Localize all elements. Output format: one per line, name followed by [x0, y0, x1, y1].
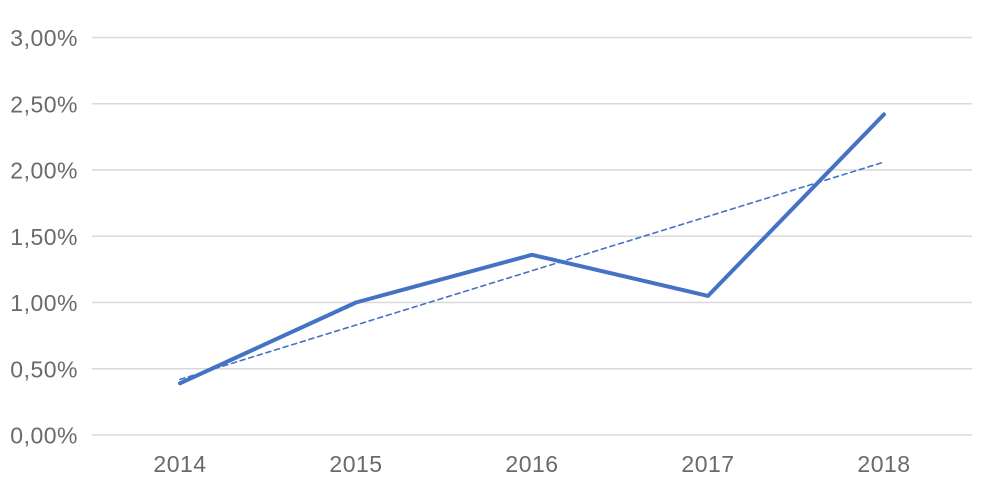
x-axis-tick-label: 2014: [153, 451, 206, 477]
series-line: [178, 112, 886, 386]
y-axis-tick-label: 2,50%: [10, 91, 78, 117]
x-axis-tick-label: 2015: [329, 451, 382, 477]
y-axis-tick-label: 1,00%: [10, 290, 78, 316]
series-group: [178, 112, 886, 386]
y-axis-tick-label: 2,00%: [10, 158, 78, 184]
x-axis-tick-label: 2016: [505, 451, 558, 477]
y-axis-tick-label: 0,00%: [10, 423, 78, 449]
x-axis-tick-labels: 2014 2015 2016 2017 2018: [153, 451, 910, 477]
x-axis-tick-label: 2017: [681, 451, 734, 477]
x-axis-tick-label: 2018: [857, 451, 910, 477]
y-axis-tick-label: 0,50%: [10, 356, 78, 382]
gridlines-group: [92, 36, 972, 436]
y-axis-tick-labels: 0,00% 0,50% 1,00% 1,50% 2,00% 2,50% 3,00%: [10, 25, 78, 449]
trendline-dashed: [179, 161, 885, 381]
y-axis-tick-label: 1,50%: [10, 224, 78, 250]
y-axis-tick-label: 3,00%: [10, 25, 78, 51]
